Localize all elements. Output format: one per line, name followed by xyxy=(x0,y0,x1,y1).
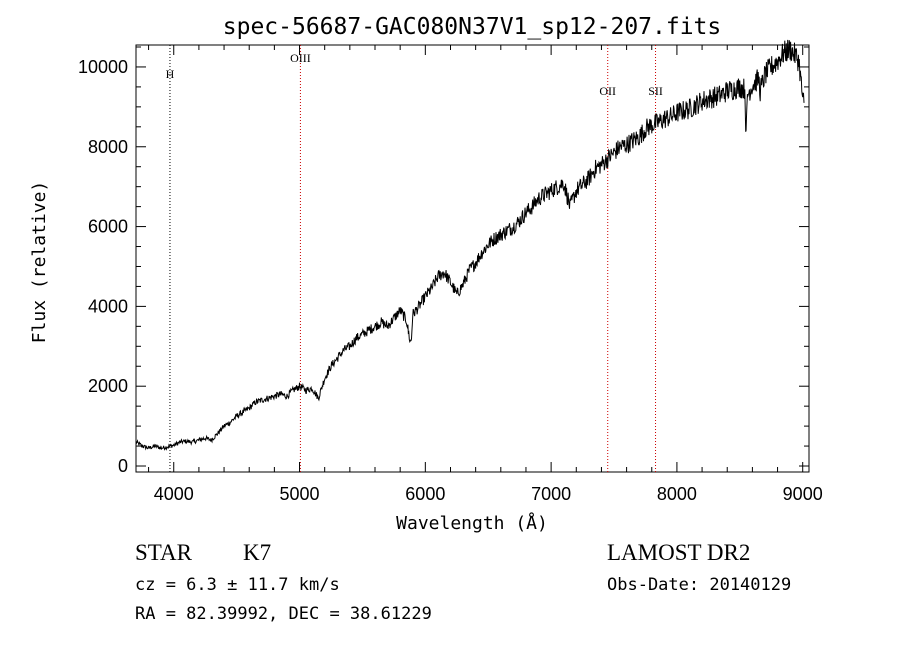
y-tick-label: 0 xyxy=(118,456,128,476)
observation-date: Obs-Date: 20140129 xyxy=(607,575,791,595)
spectrum-line xyxy=(135,39,805,451)
x-tick-label: 4000 xyxy=(154,484,194,504)
spectral-line-label: OIII xyxy=(290,51,311,65)
coordinates-readout: RA = 82.39992, DEC = 38.61229 xyxy=(135,604,432,624)
y-tick-label: 4000 xyxy=(88,296,128,316)
spectrum-series xyxy=(135,39,805,451)
x-tick-label: 7000 xyxy=(531,484,571,504)
x-tick-label: 8000 xyxy=(657,484,697,504)
x-tick-label: 6000 xyxy=(405,484,445,504)
x-axis-label: Wavelength (Å) xyxy=(396,512,548,534)
line-markers: H OIII OII SII xyxy=(166,45,663,472)
y-tick-label: 8000 xyxy=(88,137,128,157)
y-tick-label: 6000 xyxy=(88,217,128,237)
plot-area: H OIII OII SII 4000 5000 6000 7000 8000 9000 0 20… xyxy=(78,39,823,504)
survey-name: LAMOST DR2 xyxy=(607,540,750,565)
spectral-line-label: OII xyxy=(599,84,616,98)
plot-frame xyxy=(135,44,810,473)
spectral-line-label: H xyxy=(166,67,175,81)
object-class: STAR xyxy=(135,540,193,565)
footer-info: STAR K7 cz = 6.3 ± 11.7 km/s RA = 82.399… xyxy=(135,540,791,624)
x-tick-label: 9000 xyxy=(783,484,823,504)
redshift-readout: cz = 6.3 ± 11.7 km/s xyxy=(135,575,340,595)
y-tick-label: 10000 xyxy=(78,57,128,77)
y-tick-label: 2000 xyxy=(88,376,128,396)
x-tick-label: 5000 xyxy=(280,484,320,504)
spectral-line-label: SII xyxy=(648,84,663,98)
y-axis-label: Flux (relative) xyxy=(29,181,50,344)
object-subclass: K7 xyxy=(243,540,271,565)
x-axis-ticks: 4000 5000 6000 7000 8000 9000 xyxy=(148,45,823,504)
y-axis-ticks: 0 2000 4000 6000 8000 10000 xyxy=(78,46,809,476)
chart-title: spec-56687-GAC080N37V1_sp12-207.fits xyxy=(223,14,722,40)
